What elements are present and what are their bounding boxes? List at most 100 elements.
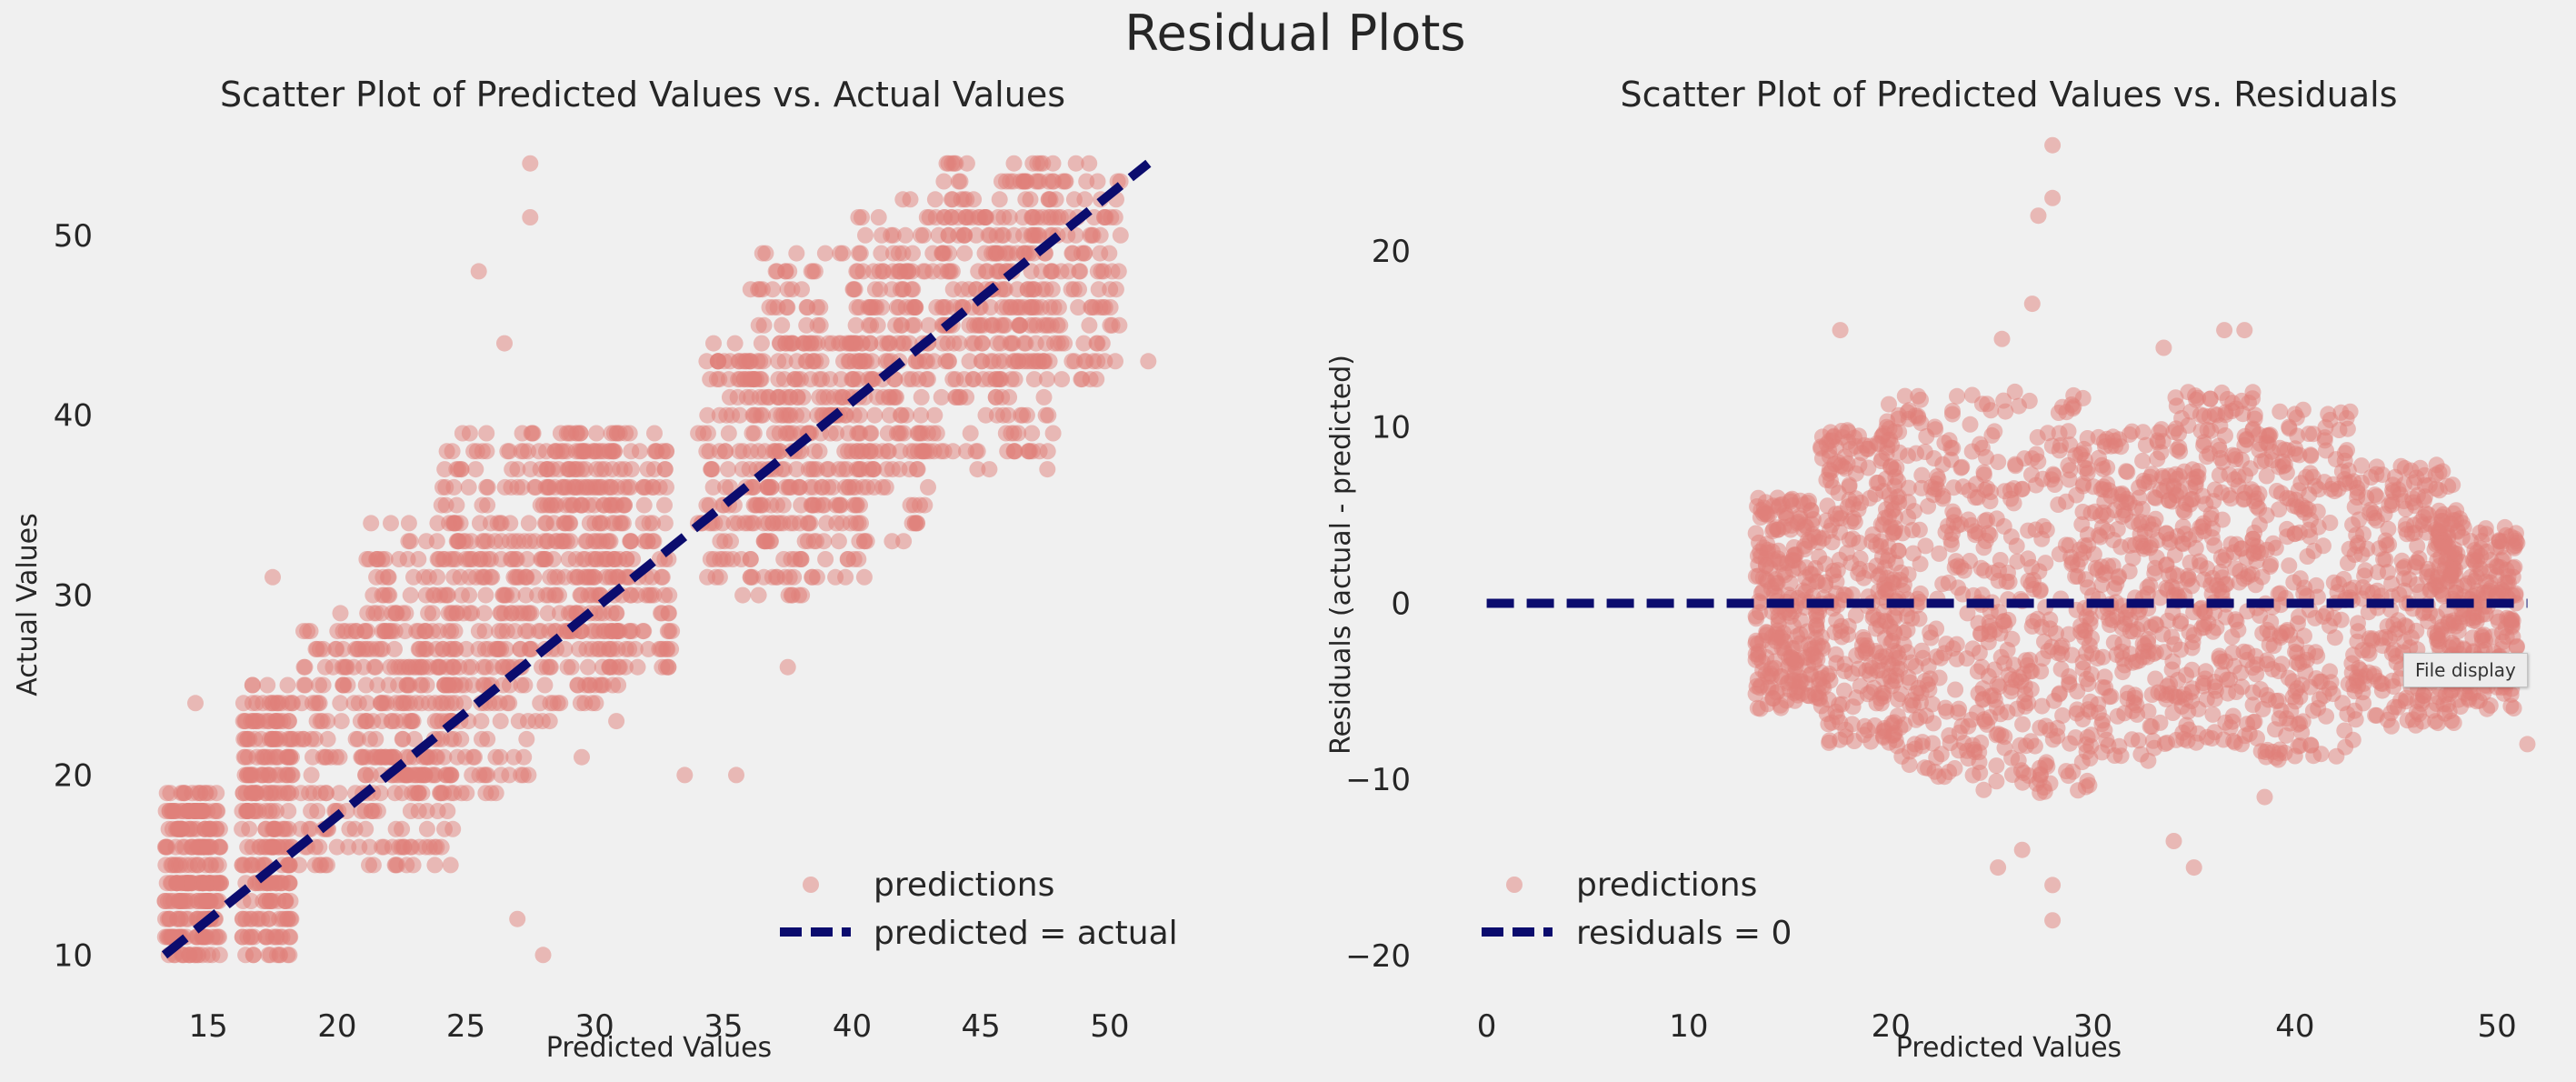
data-point bbox=[936, 209, 954, 225]
data-point bbox=[436, 461, 454, 478]
data-point bbox=[1109, 173, 1126, 190]
data-point bbox=[967, 226, 984, 244]
data-point bbox=[514, 766, 532, 784]
data-point bbox=[816, 245, 834, 262]
data-point bbox=[2215, 731, 2232, 748]
data-point bbox=[2339, 442, 2355, 459]
data-point bbox=[1035, 388, 1053, 406]
panel1-title: Scatter Plot of Predicted Values vs. Act… bbox=[220, 75, 1065, 115]
data-point bbox=[784, 281, 801, 298]
data-point bbox=[187, 695, 204, 712]
data-point bbox=[2012, 736, 2029, 754]
data-point bbox=[496, 335, 513, 352]
data-point bbox=[2185, 626, 2202, 644]
data-point bbox=[2007, 457, 2024, 475]
data-point bbox=[2222, 490, 2240, 507]
data-point bbox=[2271, 403, 2289, 420]
data-point bbox=[244, 695, 261, 712]
data-point bbox=[653, 605, 669, 622]
data-point bbox=[520, 515, 537, 532]
data-point bbox=[394, 820, 411, 837]
data-point bbox=[1945, 479, 1962, 496]
data-point bbox=[815, 533, 833, 550]
data-point bbox=[526, 533, 544, 550]
data-point bbox=[339, 676, 356, 694]
data-point bbox=[1836, 682, 1852, 699]
data-point bbox=[2137, 436, 2154, 454]
data-point bbox=[1060, 263, 1077, 280]
data-point bbox=[204, 947, 221, 964]
data-point bbox=[913, 406, 930, 424]
x-tick-label: 35 bbox=[704, 1008, 743, 1045]
data-point bbox=[2093, 716, 2111, 733]
data-point bbox=[1920, 497, 1937, 515]
data-point bbox=[517, 586, 534, 604]
data-point bbox=[513, 676, 530, 694]
data-point bbox=[1070, 299, 1087, 316]
data-point bbox=[1052, 316, 1069, 334]
data-point bbox=[1975, 781, 1992, 798]
data-point bbox=[1037, 406, 1054, 424]
data-point bbox=[995, 353, 1013, 370]
data-point bbox=[913, 226, 929, 244]
data-point bbox=[618, 551, 635, 567]
data-point bbox=[1931, 545, 1948, 562]
data-point bbox=[698, 496, 715, 514]
data-point bbox=[484, 658, 502, 676]
data-point bbox=[1851, 560, 1868, 577]
data-point bbox=[566, 478, 584, 496]
data-point bbox=[2117, 506, 2134, 523]
panel2-title: Scatter Plot of Predicted Values vs. Res… bbox=[1621, 75, 2398, 115]
data-point bbox=[925, 443, 943, 460]
data-point bbox=[2121, 426, 2138, 443]
data-point bbox=[2079, 526, 2096, 543]
data-point bbox=[698, 443, 715, 460]
data-point bbox=[432, 586, 449, 604]
data-point bbox=[1075, 335, 1093, 352]
data-point bbox=[548, 496, 565, 514]
data-point bbox=[1025, 371, 1043, 388]
data-point bbox=[720, 425, 737, 442]
data-point bbox=[2322, 480, 2340, 497]
data-point bbox=[763, 496, 780, 514]
data-point bbox=[878, 461, 895, 478]
data-point bbox=[2113, 619, 2131, 636]
data-point bbox=[1924, 735, 1942, 752]
data-point bbox=[457, 640, 474, 657]
data-point bbox=[410, 551, 427, 567]
data-point bbox=[1747, 607, 1764, 625]
data-point bbox=[2183, 661, 2201, 678]
data-point bbox=[421, 658, 438, 676]
data-point bbox=[812, 299, 829, 316]
data-point bbox=[578, 640, 595, 657]
data-point bbox=[452, 568, 469, 586]
data-point bbox=[474, 443, 491, 460]
data-point bbox=[799, 335, 816, 352]
data-point bbox=[2291, 570, 2309, 587]
data-point bbox=[2130, 732, 2147, 749]
data-point bbox=[2081, 636, 2098, 654]
data-point bbox=[2360, 642, 2377, 659]
data-point bbox=[383, 713, 400, 730]
data-point bbox=[2194, 487, 2212, 505]
data-point bbox=[1982, 402, 2000, 419]
data-point bbox=[2110, 569, 2127, 586]
data-point bbox=[427, 640, 444, 657]
data-point bbox=[370, 551, 386, 567]
data-point bbox=[239, 928, 256, 946]
data-point bbox=[1992, 552, 2009, 568]
data-point bbox=[174, 820, 191, 837]
data-point bbox=[1092, 245, 1109, 262]
data-point bbox=[1900, 509, 1917, 526]
data-point bbox=[2294, 713, 2311, 730]
data-point bbox=[190, 947, 207, 964]
data-point bbox=[955, 191, 973, 208]
data-point bbox=[303, 766, 320, 784]
data-point bbox=[754, 353, 772, 370]
data-point bbox=[470, 263, 487, 280]
data-point bbox=[844, 281, 862, 298]
data-point bbox=[2368, 488, 2385, 506]
data-point bbox=[2416, 476, 2433, 494]
data-point bbox=[566, 568, 583, 586]
data-point bbox=[445, 785, 463, 802]
